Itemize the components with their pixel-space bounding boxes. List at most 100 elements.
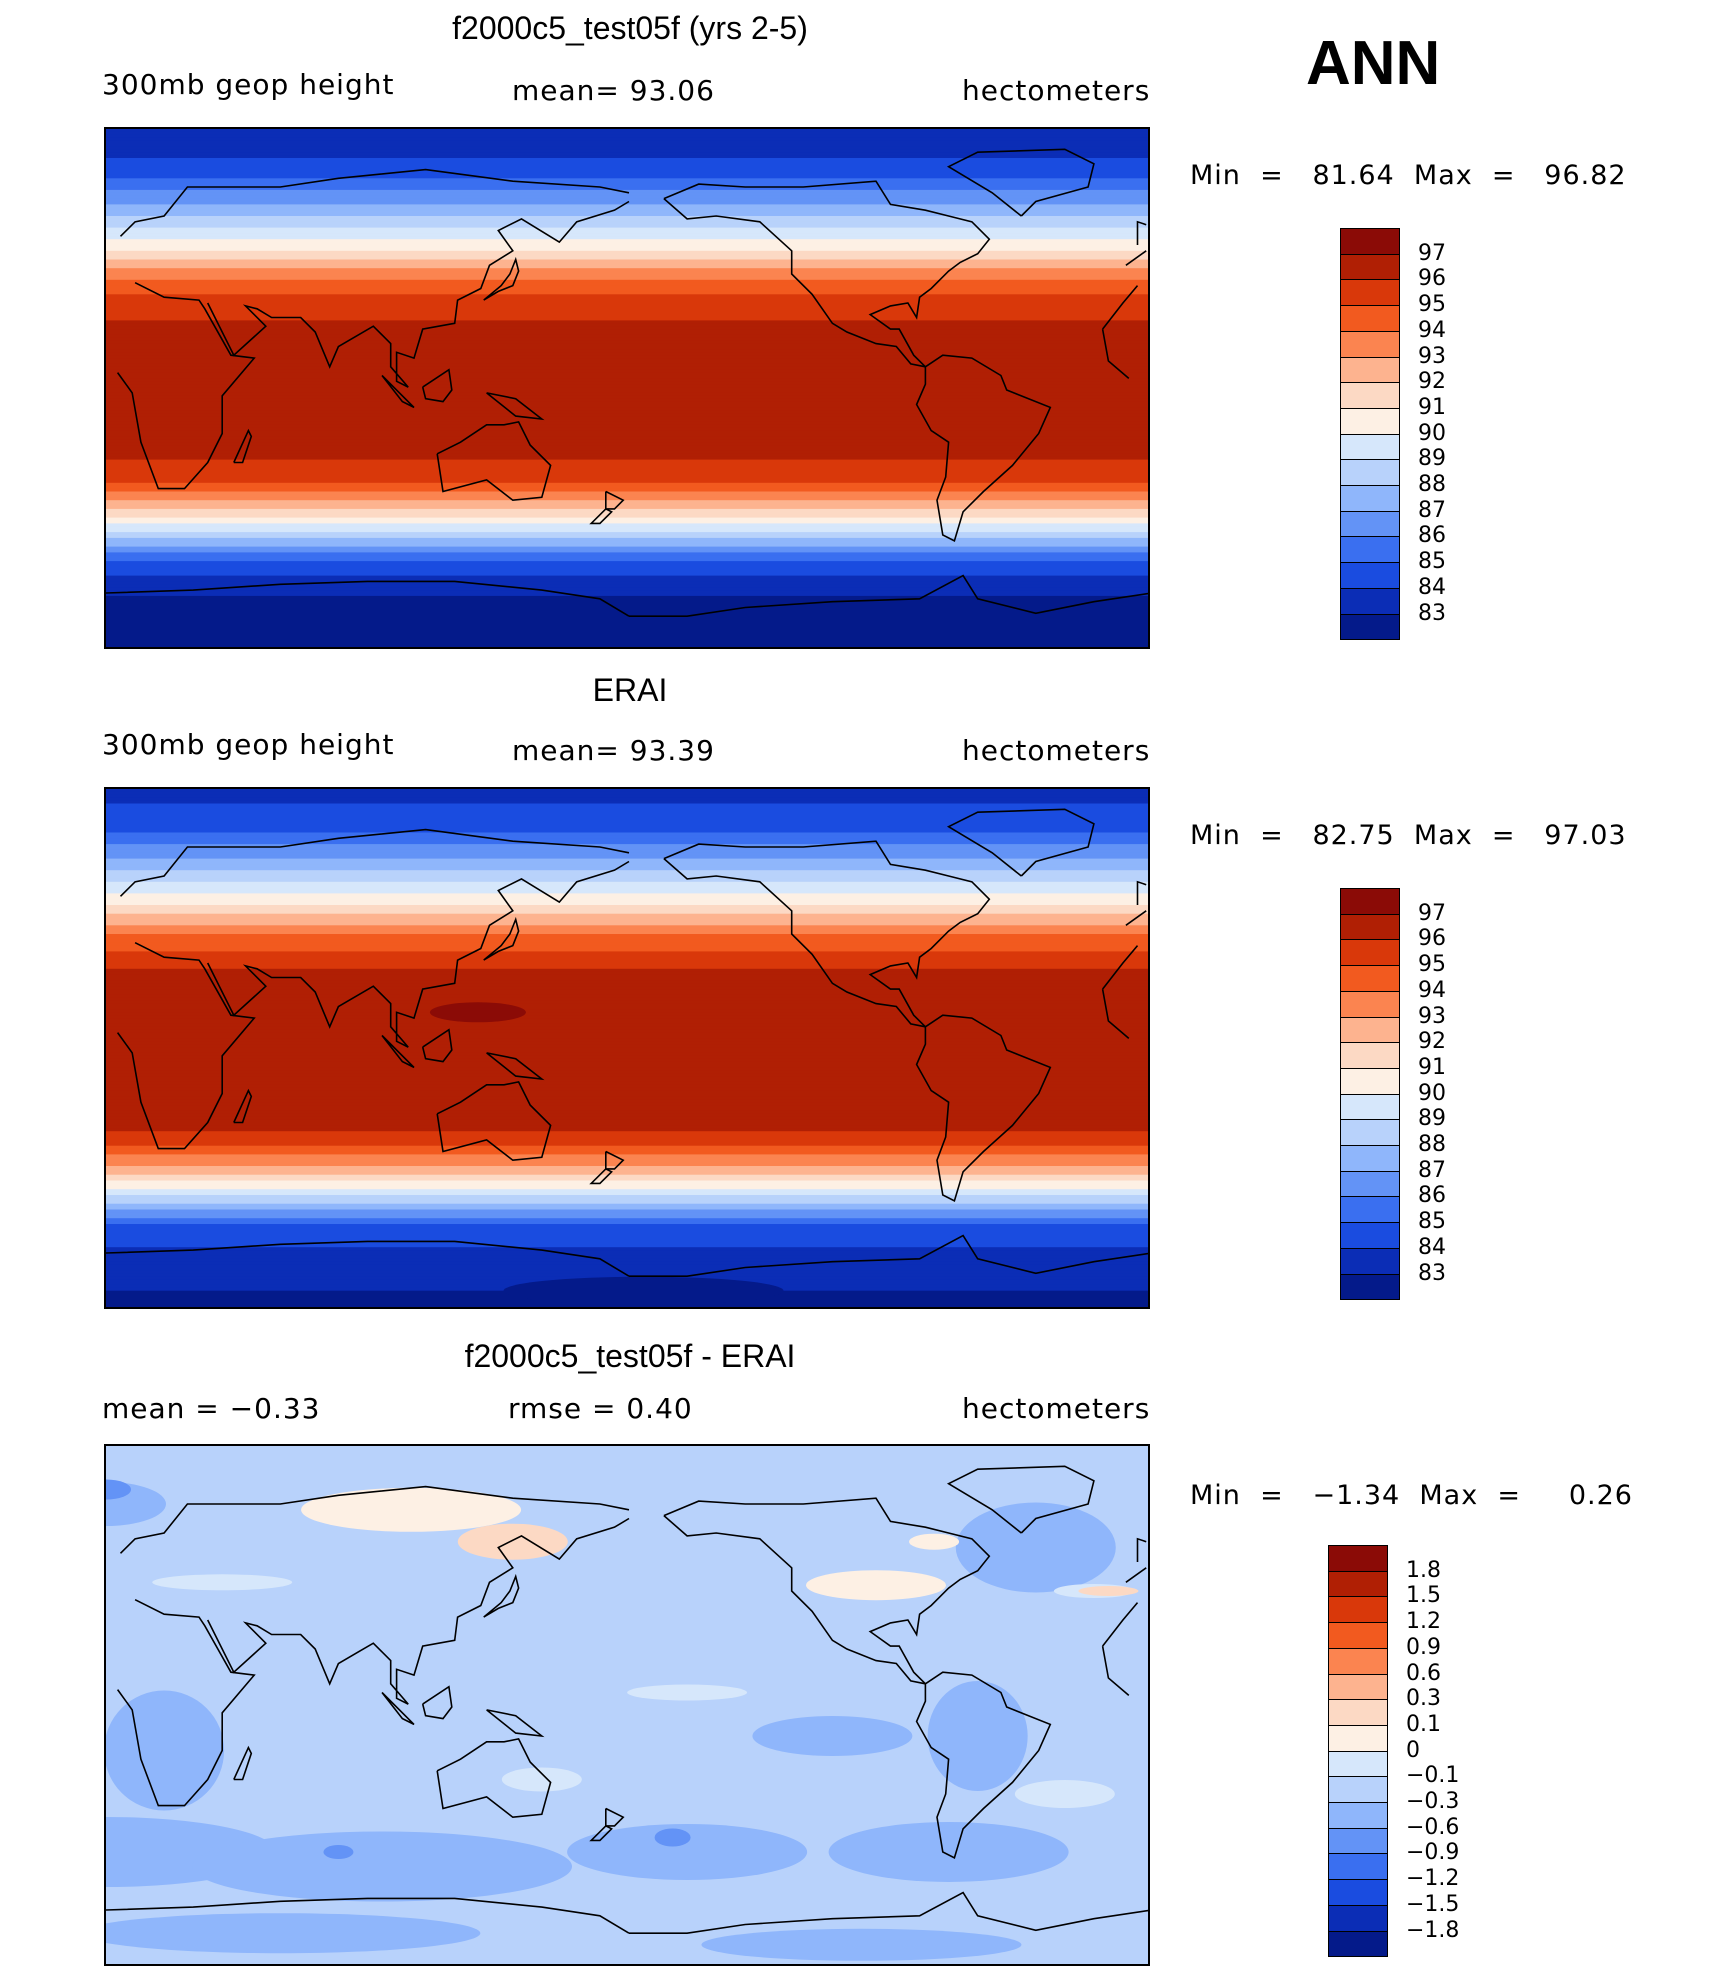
coastline bbox=[946, 1465, 1095, 1534]
contour-band bbox=[106, 227, 1148, 232]
colorbar-label: 0.6 bbox=[1406, 1660, 1441, 1686]
contour-band bbox=[106, 1119, 1148, 1124]
contour-band bbox=[106, 1021, 1148, 1025]
colorbar-swatch bbox=[1340, 382, 1400, 409]
contour-band bbox=[106, 1134, 1148, 1138]
contour-band bbox=[106, 847, 1148, 851]
contour-band bbox=[106, 384, 1148, 388]
contour-band bbox=[106, 1137, 1148, 1141]
contour-band bbox=[106, 163, 1148, 168]
contour-band bbox=[106, 352, 1148, 356]
coastline bbox=[915, 354, 1052, 542]
colorbar-swatch bbox=[1340, 888, 1400, 915]
colorbar-swatch bbox=[1340, 1273, 1400, 1300]
colorbar-label: 0.1 bbox=[1406, 1711, 1441, 1737]
contour-band bbox=[106, 204, 1148, 208]
contour-band bbox=[106, 896, 1148, 900]
contour-band bbox=[106, 1163, 1148, 1167]
contour-band bbox=[106, 245, 1148, 249]
contour-band bbox=[106, 1180, 1148, 1184]
diff-contour bbox=[301, 1487, 522, 1532]
contour-band bbox=[106, 1209, 1148, 1213]
panel1-title: f2000c5_test05f (yrs 2-5) bbox=[452, 10, 808, 46]
contour-band bbox=[106, 305, 1148, 310]
contour-band bbox=[106, 1006, 1148, 1010]
colorbar-label: 89 bbox=[1418, 446, 1446, 472]
contour-band bbox=[106, 1067, 1148, 1071]
contour-band bbox=[106, 1064, 1148, 1068]
colorbar-swatch bbox=[1328, 1776, 1388, 1803]
coastline bbox=[663, 857, 926, 1028]
contour-band bbox=[106, 832, 1148, 836]
contour-band bbox=[106, 954, 1148, 958]
diff-contour bbox=[323, 1845, 354, 1859]
colorbar-swatch bbox=[1340, 485, 1400, 512]
colorbar-label: 88 bbox=[1418, 472, 1446, 497]
colorbar-swatch bbox=[1340, 536, 1400, 563]
contour-band bbox=[106, 1229, 1148, 1234]
contour-band bbox=[106, 442, 1148, 446]
contour-band bbox=[106, 820, 1148, 825]
contour-band bbox=[106, 630, 1148, 635]
coastline bbox=[486, 1052, 545, 1081]
coastline bbox=[663, 840, 991, 1028]
contour-band bbox=[106, 517, 1148, 522]
contour-band bbox=[106, 604, 1148, 609]
contour-band bbox=[106, 424, 1148, 429]
contour-band bbox=[106, 1270, 1148, 1274]
contour-band bbox=[106, 288, 1148, 292]
coastline bbox=[483, 1573, 520, 1618]
contour-band bbox=[106, 343, 1148, 348]
coastline bbox=[589, 508, 613, 525]
contour-band bbox=[106, 899, 1148, 903]
contour-band bbox=[106, 902, 1148, 906]
colorbar-swatch bbox=[1328, 1750, 1388, 1777]
contour-band bbox=[106, 274, 1148, 278]
contour-band bbox=[106, 913, 1148, 918]
colorbar-swatch bbox=[1328, 1647, 1388, 1674]
colorbar-label: 97 bbox=[1418, 900, 1446, 926]
contour-band bbox=[106, 369, 1148, 374]
contour-band bbox=[106, 1305, 1148, 1307]
coastline bbox=[629, 574, 1148, 617]
contour-band bbox=[106, 905, 1148, 909]
contour-band bbox=[106, 855, 1148, 860]
colorbar-label: −1.8 bbox=[1406, 1917, 1460, 1943]
colorbar-label: 84 bbox=[1418, 1234, 1446, 1260]
contour-band bbox=[106, 540, 1148, 545]
contour-band bbox=[106, 1244, 1148, 1248]
contour-band bbox=[106, 593, 1148, 597]
contour-band bbox=[106, 271, 1148, 275]
contour-band bbox=[106, 381, 1148, 385]
contour-band bbox=[106, 569, 1148, 574]
contour-band bbox=[106, 178, 1148, 182]
contour-band bbox=[106, 1247, 1148, 1251]
contour-band bbox=[106, 320, 1148, 324]
colorbar-label: −0.9 bbox=[1406, 1840, 1460, 1866]
colorbar-swatch bbox=[1340, 1145, 1400, 1172]
coastline bbox=[1136, 220, 1147, 245]
contour-band bbox=[106, 1081, 1148, 1086]
contour-band bbox=[106, 893, 1148, 897]
contour-band bbox=[106, 980, 1148, 984]
contour-band bbox=[106, 1157, 1148, 1161]
colorbar-label: 1.2 bbox=[1406, 1609, 1441, 1635]
colorbar-label: 0.9 bbox=[1406, 1634, 1441, 1660]
colorbar-swatch bbox=[1340, 587, 1400, 614]
coastline bbox=[119, 828, 1147, 926]
min-contour bbox=[503, 1276, 784, 1305]
colorbar-swatch bbox=[1340, 1067, 1400, 1095]
contour-band bbox=[106, 622, 1148, 626]
coastline bbox=[381, 374, 415, 409]
diff-contour bbox=[106, 1479, 131, 1500]
contour-band bbox=[106, 803, 1148, 807]
contour-band bbox=[106, 800, 1148, 805]
panel3-field bbox=[106, 1446, 1148, 1964]
colorbar-swatch bbox=[1340, 562, 1400, 589]
coastline bbox=[589, 1168, 613, 1185]
colorbar-label: 93 bbox=[1418, 343, 1446, 369]
contour-band bbox=[106, 1197, 1148, 1202]
contour-band bbox=[106, 453, 1148, 458]
contour-band bbox=[106, 809, 1148, 813]
contour-band bbox=[106, 448, 1148, 452]
